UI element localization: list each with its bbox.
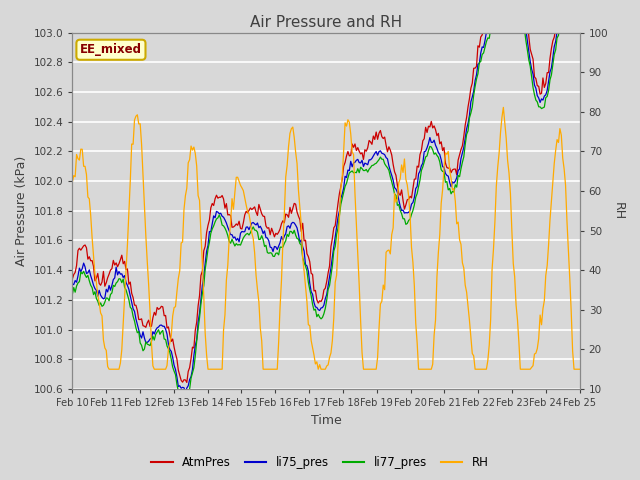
- RH: [238, 185, 246, 191]
- AtmPres: [131, 302, 138, 308]
- RH: [550, 160, 558, 166]
- li77_pres: [221, 225, 229, 231]
- li75_pres: [292, 222, 300, 228]
- li77_pres: [68, 291, 76, 297]
- Y-axis label: Air Pressure (kPa): Air Pressure (kPa): [15, 156, 28, 266]
- AtmPres: [183, 380, 191, 385]
- Y-axis label: RH: RH: [612, 202, 625, 220]
- AtmPres: [68, 276, 76, 282]
- RH: [105, 366, 113, 372]
- Title: Air Pressure and RH: Air Pressure and RH: [250, 15, 402, 30]
- X-axis label: Time: Time: [310, 414, 341, 427]
- AtmPres: [238, 226, 246, 232]
- li75_pres: [131, 309, 138, 314]
- AtmPres: [221, 205, 229, 211]
- Legend: AtmPres, li75_pres, li77_pres, RH: AtmPres, li75_pres, li77_pres, RH: [147, 452, 493, 474]
- li77_pres: [246, 230, 254, 236]
- RH: [500, 105, 508, 110]
- li75_pres: [182, 389, 189, 395]
- AtmPres: [246, 205, 254, 211]
- Line: li77_pres: li77_pres: [72, 0, 580, 402]
- Line: AtmPres: AtmPres: [72, 0, 580, 383]
- li77_pres: [292, 232, 300, 238]
- li77_pres: [182, 399, 189, 405]
- Text: EE_mixed: EE_mixed: [80, 43, 142, 56]
- RH: [246, 219, 254, 225]
- RH: [221, 312, 229, 318]
- AtmPres: [292, 201, 300, 207]
- li75_pres: [68, 281, 76, 287]
- li77_pres: [131, 318, 138, 324]
- AtmPres: [550, 34, 558, 40]
- li75_pres: [221, 217, 229, 223]
- RH: [576, 366, 584, 372]
- Line: li75_pres: li75_pres: [72, 0, 580, 392]
- li75_pres: [238, 228, 246, 234]
- li75_pres: [550, 44, 558, 49]
- RH: [68, 179, 76, 185]
- RH: [292, 149, 300, 155]
- li75_pres: [246, 223, 254, 229]
- RH: [132, 113, 140, 119]
- Line: RH: RH: [72, 108, 580, 369]
- li77_pres: [238, 239, 246, 244]
- li77_pres: [549, 61, 557, 67]
